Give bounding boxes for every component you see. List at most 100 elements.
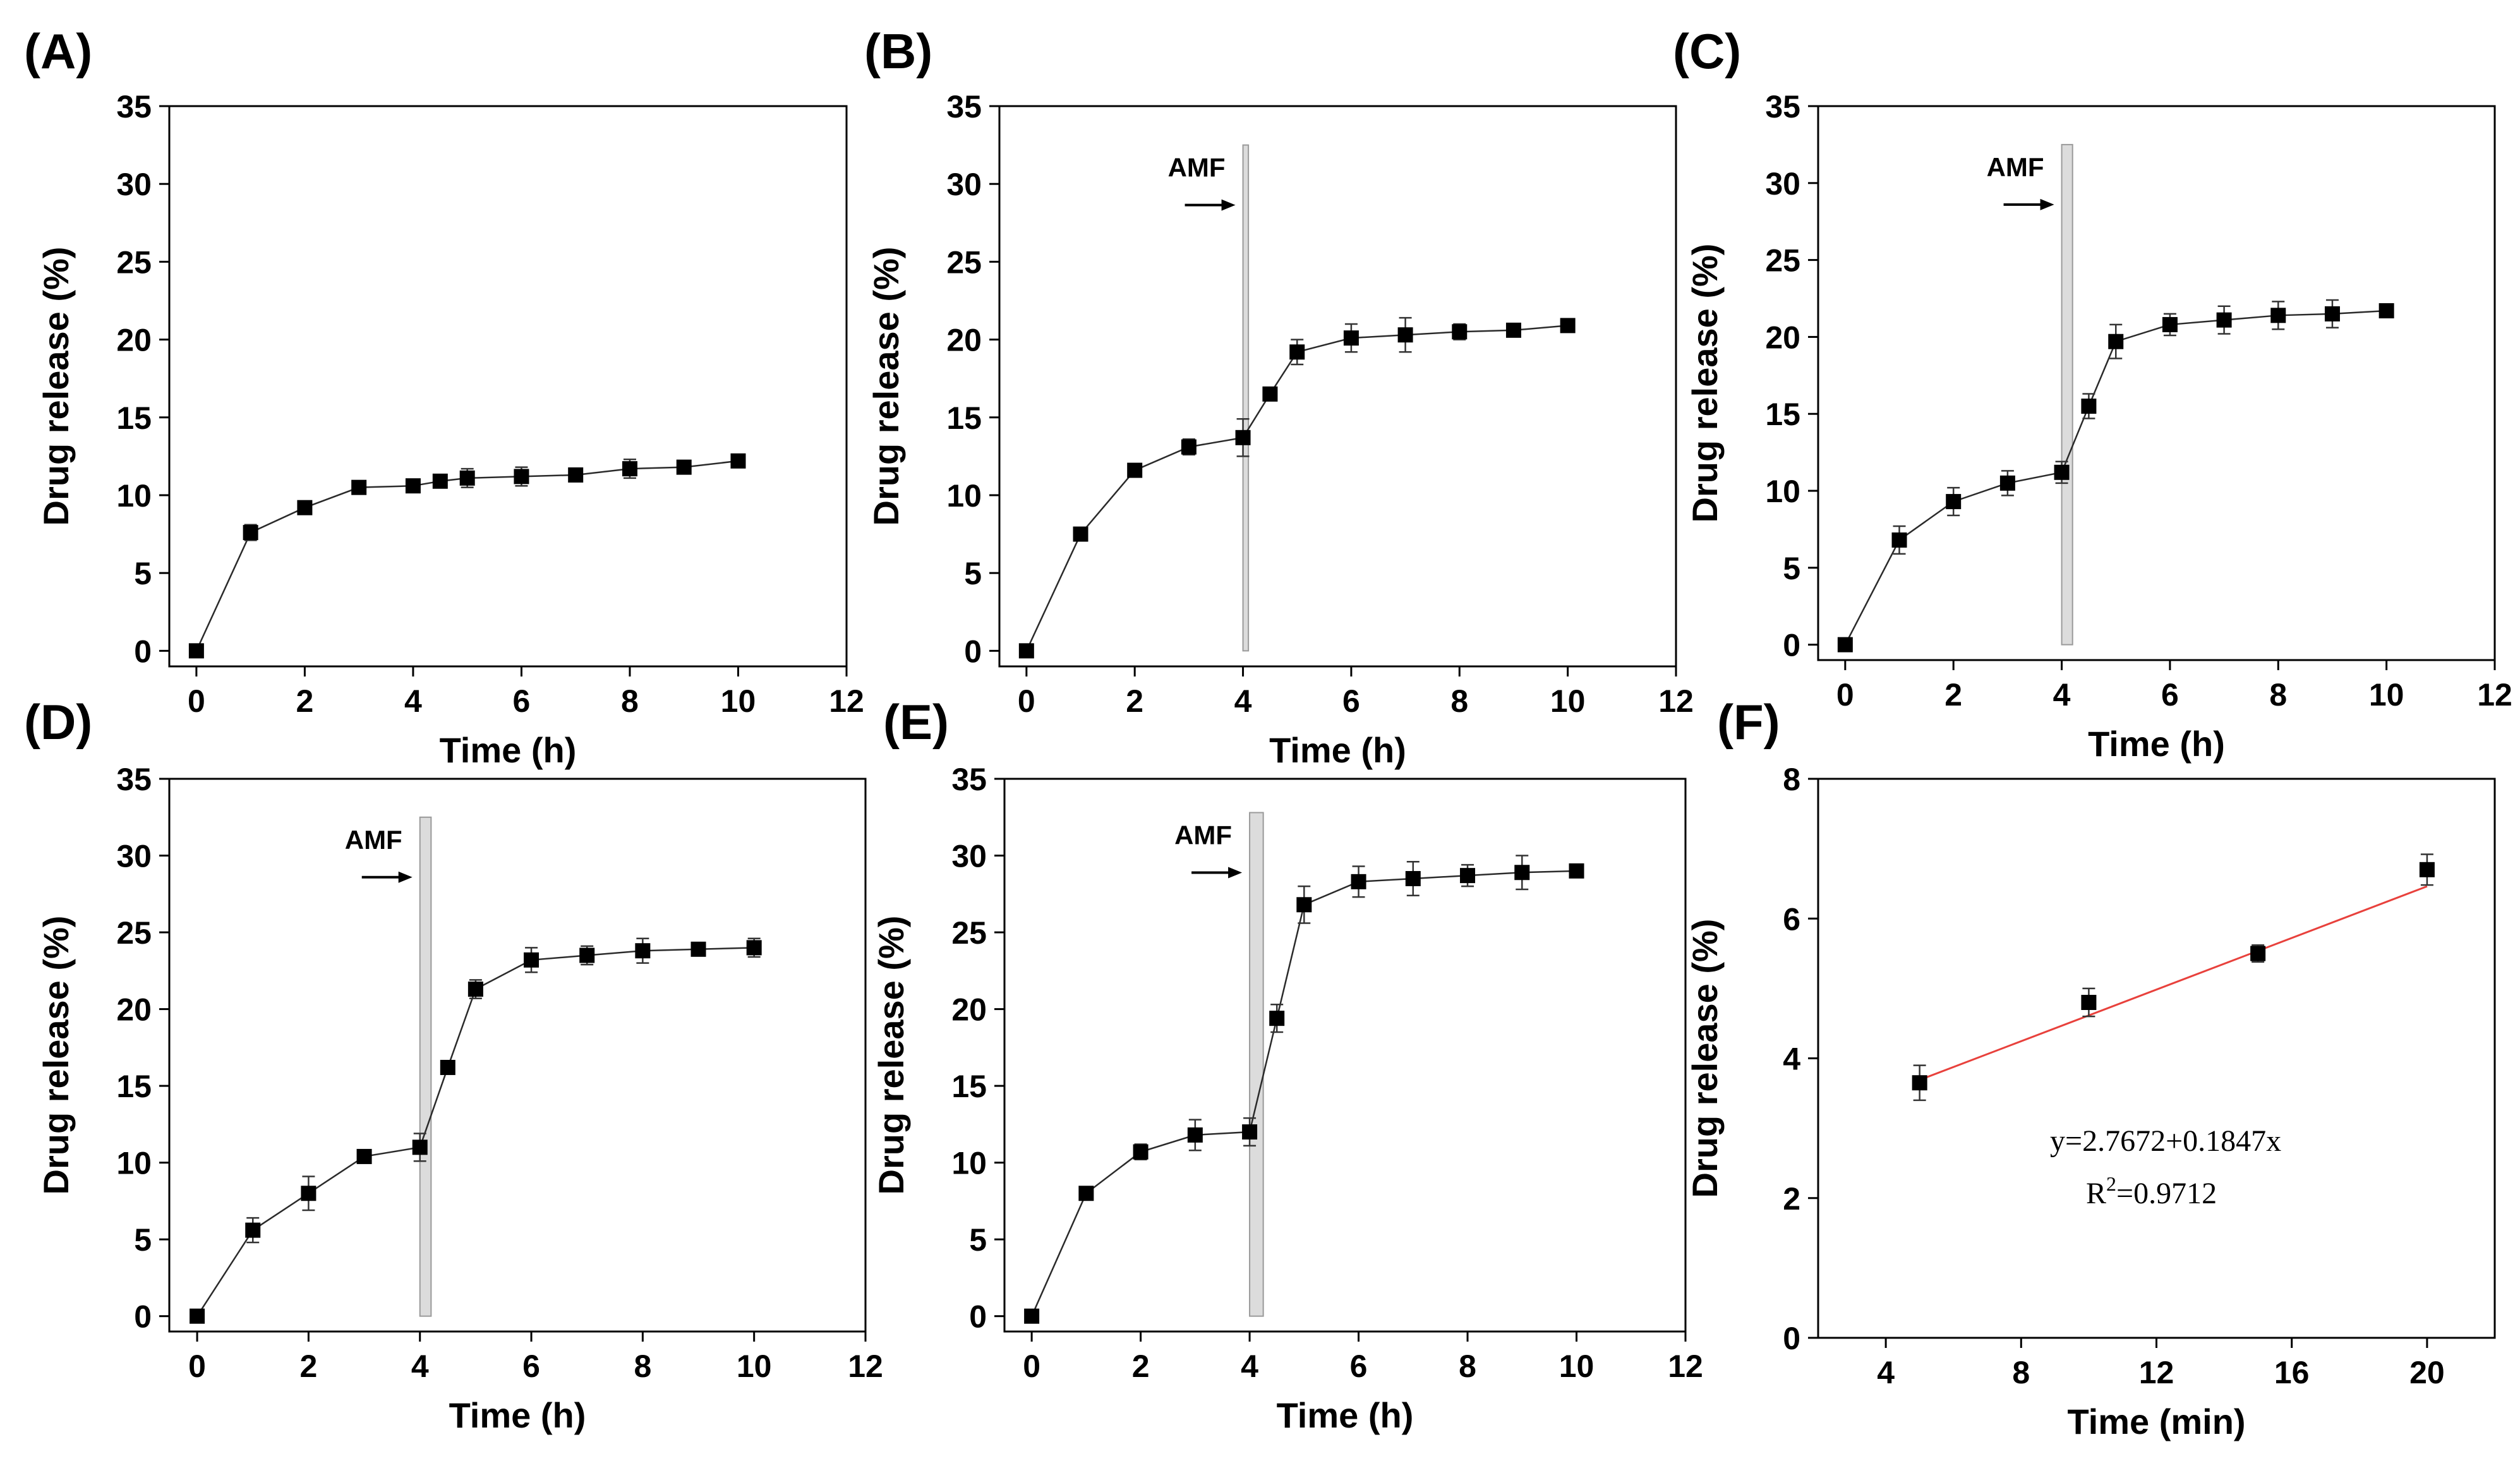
data-point	[1946, 494, 1962, 510]
data-point	[1837, 637, 1853, 652]
y-axis-title: Drug release (%)	[36, 247, 76, 526]
r2-symbol: R	[2086, 1177, 2106, 1210]
y-tick-label: 30	[946, 167, 982, 202]
data-point	[1262, 386, 1278, 402]
data-point	[1452, 324, 1468, 340]
data-point	[2324, 306, 2340, 322]
y-tick-label: 0	[969, 1299, 987, 1335]
y-tick-label: 10	[1765, 474, 1800, 509]
x-tick-label: 10	[737, 1349, 772, 1384]
y-tick-label: 5	[1783, 551, 1800, 586]
plot-frame	[168, 105, 848, 668]
amf-label: AMF	[1174, 820, 1232, 850]
data-point	[351, 479, 367, 495]
data-point	[2162, 316, 2178, 332]
panel-label: (D)	[24, 694, 92, 750]
y-tick-label: 0	[134, 1299, 152, 1335]
data-point	[1891, 532, 1907, 548]
x-axis-title: Time (h)	[1269, 730, 1406, 770]
x-tick-label: 8	[621, 683, 639, 719]
data-point	[2216, 312, 2232, 328]
data-point	[730, 453, 746, 469]
y-tick-label: 20	[951, 992, 987, 1028]
r2-value: =0.9712	[2116, 1177, 2217, 1210]
y-tick-label: 25	[116, 244, 152, 280]
y-axis-title: Drug release (%)	[1685, 244, 1725, 523]
panel-b: (B) 0 2 4 6 8 10 12 0 5 10 15 20 25 30 35 Time (h) Drug r…	[864, 23, 1694, 770]
amf-arrow-head	[2040, 198, 2054, 210]
series-line	[1844, 310, 2387, 646]
y-tick-label: 25	[946, 244, 982, 280]
y-tick-label: 25	[951, 915, 987, 951]
x-tick-label: 4	[1877, 1355, 1895, 1390]
y-tick-label: 35	[946, 89, 982, 124]
plot-frame	[168, 778, 867, 1333]
x-tick-label: 8	[1450, 683, 1468, 719]
x-tick-label: 4	[411, 1349, 429, 1384]
data-point	[2108, 334, 2124, 349]
amf-label: AMF	[1168, 153, 1226, 183]
data-point	[2081, 399, 2097, 414]
y-tick-label: 6	[1783, 901, 1800, 937]
data-point	[1269, 1011, 1285, 1026]
x-tick-label: 4	[1234, 683, 1252, 719]
y-tick-label: 0	[134, 634, 152, 669]
y-axis-title: Drug release (%)	[36, 916, 76, 1195]
x-tick-label: 12	[2477, 677, 2512, 712]
x-tick-label: 0	[188, 1349, 206, 1384]
data-point	[676, 459, 692, 475]
amf-band	[1249, 812, 1264, 1317]
data-point	[1405, 870, 1421, 886]
x-tick-label: 2	[1132, 1349, 1150, 1384]
series-line	[1025, 325, 1568, 651]
y-tick-label: 5	[134, 1222, 152, 1258]
x-tick-label: 4	[1241, 1349, 1258, 1384]
y-tick-label: 15	[116, 1069, 152, 1104]
x-axis-title: Time (h)	[449, 1395, 586, 1435]
x-tick-label: 0	[1018, 683, 1035, 719]
data-point	[1024, 1308, 1040, 1324]
y-tick-label: 30	[951, 839, 987, 874]
x-tick-label: 4	[2053, 677, 2071, 712]
x-tick-label: 6	[2161, 677, 2179, 712]
x-tick-label: 12	[848, 1349, 883, 1384]
x-tick-label: 10	[721, 683, 756, 719]
y-axis-title: Drug release (%)	[871, 916, 911, 1195]
panel-label: (F)	[1717, 694, 1780, 750]
x-tick-label: 2	[1944, 677, 1962, 712]
data-point	[1127, 462, 1143, 478]
x-tick-label: 10	[1559, 1349, 1595, 1384]
data-point	[1460, 868, 1476, 884]
data-point	[579, 947, 595, 963]
panel-e: (E) 0 2 4 6 8 10 12 0 5 10 15 20 25 30 35 Time (h) Drug r…	[871, 694, 1703, 1435]
data-point	[440, 1059, 455, 1075]
y-tick-label: 35	[116, 762, 152, 797]
y-tick-label: 8	[1783, 762, 1800, 797]
data-point	[1560, 318, 1576, 334]
data-point	[1235, 430, 1251, 445]
y-tick-label: 30	[1765, 166, 1800, 201]
y-tick-label: 10	[116, 478, 152, 514]
data-point	[524, 952, 540, 968]
series-line	[1030, 870, 1577, 1317]
amf-label: AMF	[345, 825, 402, 855]
data-point	[635, 943, 651, 959]
x-tick-label: 0	[1023, 1349, 1040, 1384]
data-point	[1999, 475, 2015, 491]
panel-d: (D) 0 2 4 6 8 10 12 0 5 10 15 20 25 30 35 Time (h) Drug r…	[24, 694, 883, 1435]
x-tick-label: 2	[1126, 683, 1143, 719]
x-tick-label: 4	[404, 683, 422, 719]
y-tick-label: 5	[134, 556, 152, 591]
y-tick-label: 25	[116, 915, 152, 951]
plot-frame	[1817, 105, 2496, 661]
x-axis-title: Time (h)	[1277, 1395, 1414, 1435]
y-tick-label: 35	[116, 89, 152, 124]
y-tick-label: 2	[1783, 1181, 1800, 1217]
amf-label: AMF	[1987, 152, 2044, 182]
panel-label: (A)	[24, 23, 92, 79]
data-point	[356, 1148, 372, 1164]
x-tick-label: 2	[299, 1349, 317, 1384]
data-point	[2250, 946, 2266, 961]
y-axis-title: Drug release (%)	[866, 247, 906, 526]
